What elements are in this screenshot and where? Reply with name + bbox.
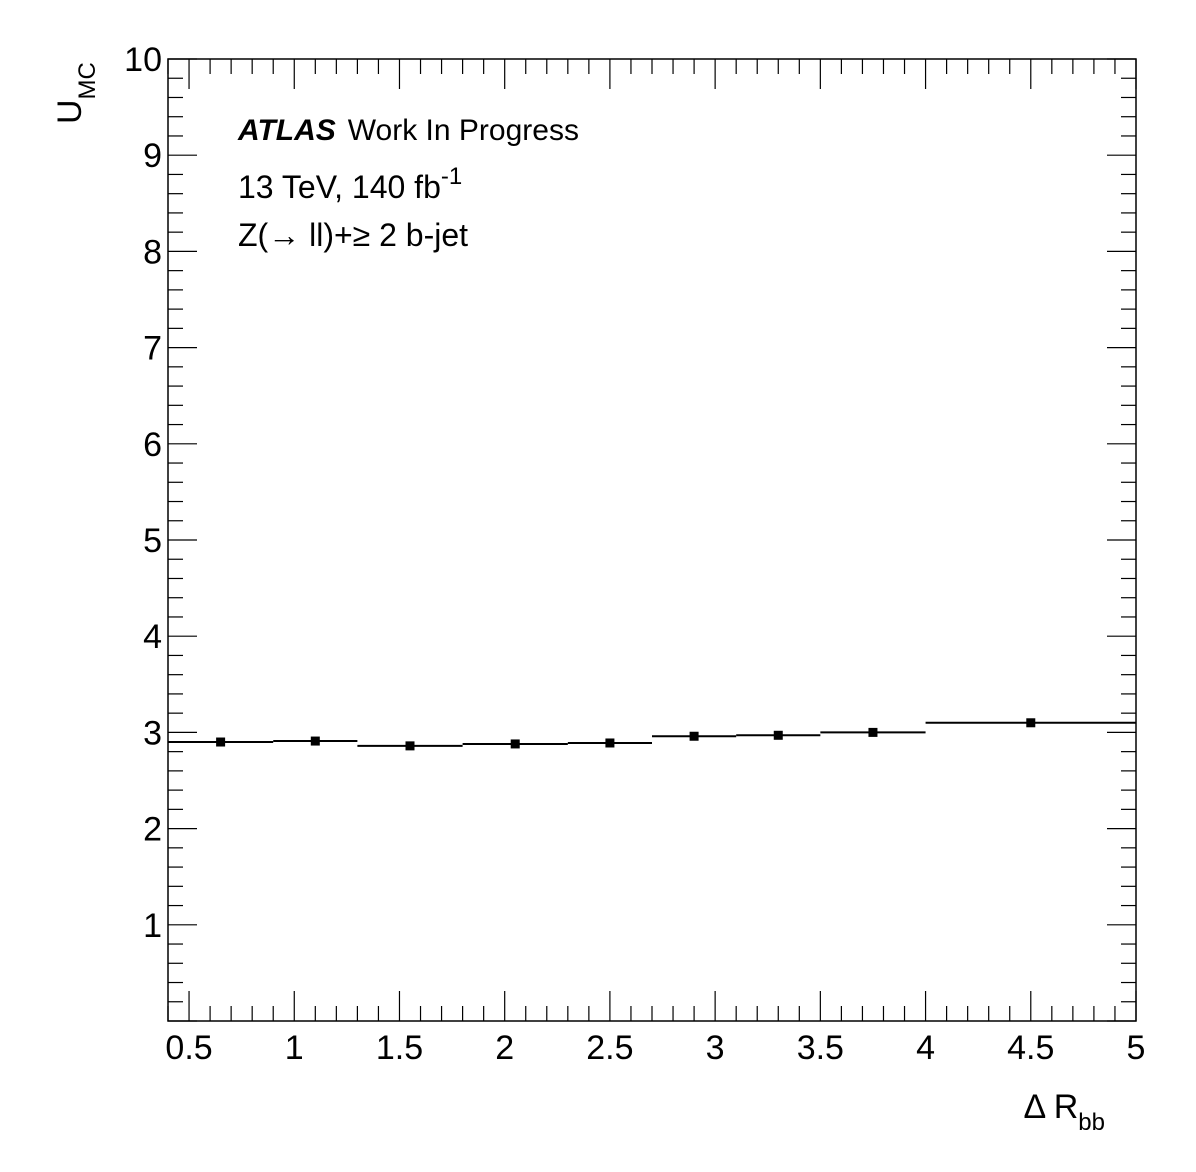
- y-tick-label: 4: [143, 618, 162, 656]
- y-tick-label: 7: [143, 330, 162, 368]
- data-series: [168, 718, 1136, 751]
- y-tick-label: 2: [143, 811, 162, 849]
- y-tick-label: 1: [143, 907, 162, 945]
- x-tick-labels: 0.5 1 1.5 2 2.5 3 3.5 4 4.5 5: [165, 1029, 1145, 1067]
- x-tick-label: 3: [706, 1029, 725, 1067]
- data-point: [605, 738, 615, 748]
- y-tick-label: 10: [124, 41, 162, 79]
- x-tick-label: 1.5: [376, 1029, 423, 1067]
- data-point: [868, 727, 878, 737]
- y-tick-label: 8: [143, 233, 162, 271]
- data-point: [405, 741, 415, 751]
- energy-label: 13 TeV, 140 fb-1: [238, 163, 462, 205]
- y-tick-labels: 1 2 3 4 5 6 7 8 9 10: [124, 41, 162, 945]
- x-tick-label: 2.5: [586, 1029, 633, 1067]
- y-axis-title: UMC: [51, 62, 101, 124]
- y-tick-label: 6: [143, 426, 162, 464]
- data-point: [216, 737, 226, 747]
- y-tick-label: 9: [143, 137, 162, 175]
- x-tick-label: 4: [916, 1029, 935, 1067]
- x-axis-title: Δ Rbb: [1023, 1088, 1105, 1136]
- x-tick-label: 1: [285, 1029, 304, 1067]
- data-point: [1026, 718, 1036, 728]
- x-tick-label: 0.5: [165, 1029, 212, 1067]
- x-tick-label: 2: [495, 1029, 514, 1067]
- plot-frame: [167, 58, 1137, 1022]
- x-tick-label: 3.5: [797, 1029, 844, 1067]
- atlas-label: ATLAS Work In Progress: [237, 114, 579, 147]
- data-point: [310, 736, 320, 746]
- y-tick-label: 3: [143, 714, 162, 752]
- selection-label: Z(→ ll)+≥ 2 b-jet: [238, 217, 468, 253]
- data-point: [689, 731, 699, 741]
- x-tick-label: 4.5: [1007, 1029, 1054, 1067]
- data-point: [773, 730, 783, 740]
- data-point: [510, 739, 520, 749]
- tick-marks: [167, 58, 1137, 1022]
- y-tick-label: 5: [143, 522, 162, 560]
- x-tick-label: 5: [1127, 1029, 1146, 1067]
